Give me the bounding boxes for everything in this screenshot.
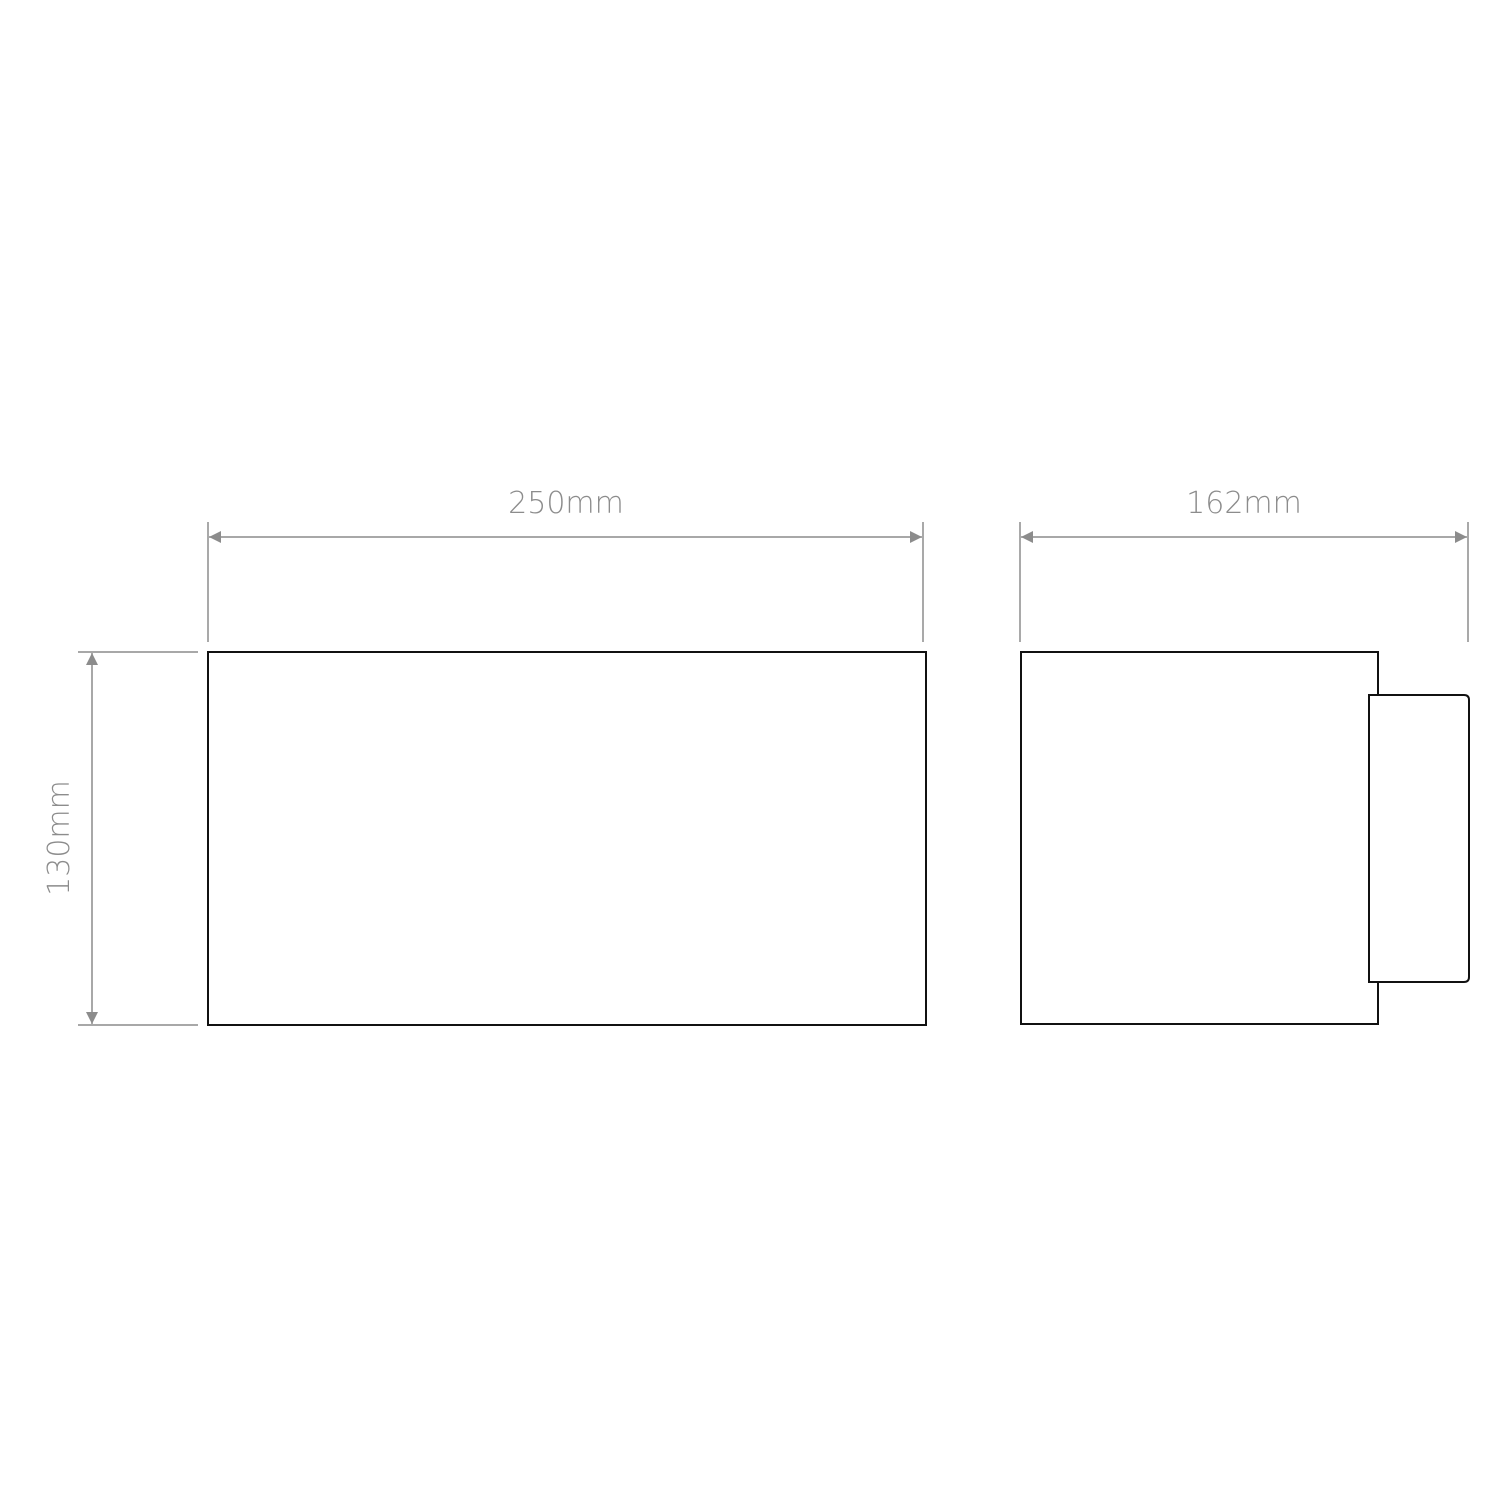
width-label: 250mm [508, 486, 624, 521]
width-dimension [207, 522, 924, 642]
height-label: 130mm [42, 780, 77, 896]
depth-dimension [1019, 522, 1469, 642]
height-dimension [78, 651, 198, 1026]
side-view [1020, 651, 1470, 1025]
front-view-outline [207, 651, 927, 1026]
side-view-backplate [1368, 694, 1470, 983]
depth-label: 162mm [1186, 486, 1302, 521]
side-view-body [1020, 651, 1379, 1025]
